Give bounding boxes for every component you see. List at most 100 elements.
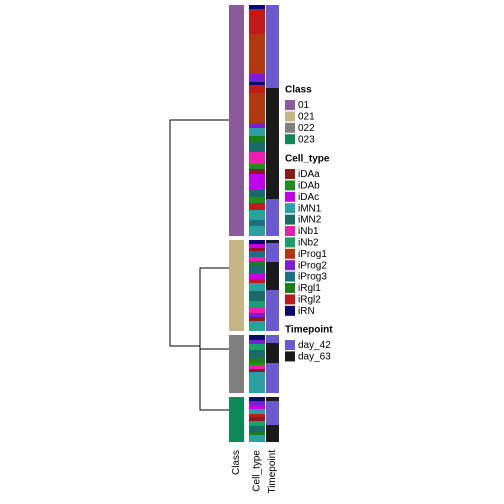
annotation-cell — [266, 262, 279, 290]
annotation-cell — [249, 136, 265, 142]
annotation-cell — [266, 5, 279, 88]
legend-swatch — [285, 169, 295, 179]
annotation-cell — [249, 273, 265, 279]
annotation-cell — [249, 405, 265, 409]
annotation-cell — [249, 257, 265, 261]
legend-label: iRgl2 — [298, 295, 321, 306]
annotation-cell — [249, 128, 265, 136]
annotation-cell — [249, 344, 265, 350]
legend-swatch — [285, 203, 295, 214]
dendrogram-branch — [199, 267, 229, 411]
annotation-cell — [249, 414, 265, 417]
annotation-cell — [249, 203, 265, 210]
annotation-cell — [249, 74, 265, 82]
annotation-cell — [249, 210, 265, 220]
column-label: Cell_type — [252, 450, 263, 492]
annotation-cell — [249, 240, 265, 244]
legend-swatch — [285, 351, 295, 362]
legend-label: iRN — [298, 306, 315, 317]
annotation-cell — [249, 397, 265, 401]
annotation-cell — [249, 123, 265, 128]
annotation-cell — [249, 174, 265, 189]
legend-label: day_42 — [298, 340, 331, 351]
annotation-cell — [266, 363, 279, 393]
annotation-cell — [249, 340, 265, 344]
annotation-cell — [249, 244, 265, 248]
annotation-cell — [249, 197, 265, 203]
legend-label: iMN1 — [298, 203, 322, 214]
annotation-cell — [229, 240, 244, 331]
legend-swatch — [285, 226, 295, 236]
annotation-cell — [249, 164, 265, 169]
legend-swatch — [285, 191, 295, 202]
dendrogram-branch — [169, 119, 229, 347]
annotation-cell — [266, 335, 279, 343]
legend-label: iProg1 — [298, 249, 327, 260]
annotation-cell — [249, 283, 265, 291]
legend-label: iDAc — [298, 192, 319, 203]
legend-swatch — [285, 294, 295, 305]
annotation-cell — [249, 358, 265, 362]
annotation-cell — [249, 313, 265, 317]
annotation-cell — [249, 417, 265, 421]
legend-title: Class — [285, 85, 312, 96]
legend-title: Timepoint — [285, 325, 333, 336]
annotation-cell — [249, 435, 265, 442]
legend-label: iDAa — [298, 169, 320, 180]
legend-swatch — [285, 305, 295, 316]
annotation-cell — [266, 243, 279, 262]
annotation-cell — [249, 34, 265, 74]
legend-swatch — [285, 260, 295, 271]
annotation-cell — [249, 279, 265, 283]
annotation-cell — [249, 291, 265, 301]
annotation-cell — [249, 432, 265, 435]
annotation-cell — [249, 350, 265, 358]
annotation-cell — [266, 425, 279, 442]
legend-label: day_63 — [298, 352, 331, 363]
annotation-cell — [249, 365, 265, 369]
legend-label: iDAb — [298, 181, 320, 192]
legend-swatch — [285, 214, 295, 225]
legend-label: iNb1 — [298, 226, 319, 237]
annotation-cell — [266, 199, 279, 236]
annotation-cell — [249, 301, 265, 307]
annotation-cell — [249, 9, 265, 34]
annotation-cell — [249, 321, 265, 331]
legend-label: iProg2 — [298, 260, 327, 271]
annotation-cell — [249, 189, 265, 197]
annotation-cell — [249, 369, 265, 372]
legend-swatch — [285, 248, 295, 259]
legend-swatch — [285, 283, 295, 293]
legend-label: 023 — [298, 134, 315, 145]
annotation-cell — [266, 401, 279, 425]
annotation-cell — [266, 88, 279, 199]
annotation-cell — [249, 152, 265, 164]
annotation-cell — [249, 5, 265, 9]
annotation-cell — [266, 240, 279, 243]
annotation-cell — [249, 261, 265, 265]
legend-label: iMN2 — [298, 215, 322, 226]
legend-label: 021 — [298, 112, 315, 123]
annotation-cell — [249, 409, 265, 414]
annotation-cell — [249, 265, 265, 273]
annotation-cell — [249, 307, 265, 313]
annotation-cell — [229, 397, 244, 442]
annotation-cell — [266, 397, 279, 401]
annotation-cell — [249, 421, 265, 426]
annotation-cell — [249, 362, 265, 365]
annotation-cell — [249, 85, 265, 93]
annotation-cell — [249, 82, 265, 85]
annotation-cell — [249, 142, 265, 152]
legend-swatch — [285, 237, 295, 248]
annotation-cell — [249, 317, 265, 321]
column-label: Class — [231, 450, 242, 475]
legend-swatch — [285, 122, 295, 133]
annotation-cell — [249, 335, 265, 340]
legend-swatch — [285, 134, 295, 145]
annotation-cell — [249, 248, 265, 251]
legend-label: iProg3 — [298, 272, 327, 283]
annotation-cell — [249, 401, 265, 405]
legend-label: iRgl1 — [298, 283, 321, 294]
